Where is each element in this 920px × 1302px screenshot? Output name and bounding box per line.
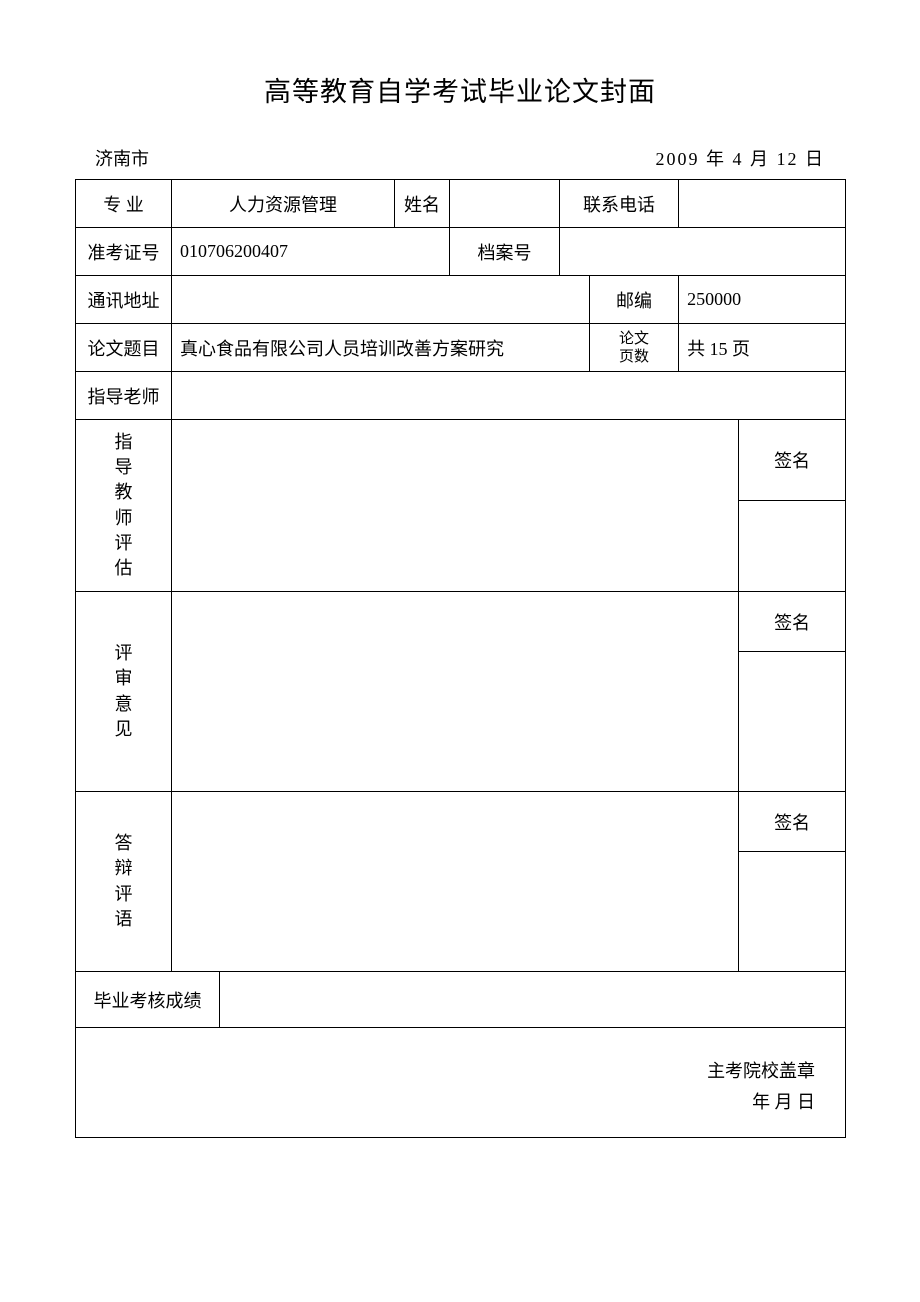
seal-text: 主考院校盖章 xyxy=(76,1056,815,1087)
signature-defense-box xyxy=(739,852,846,972)
value-address xyxy=(172,276,590,324)
date-month: 4 xyxy=(733,149,744,169)
label-exam-id: 准考证号 xyxy=(76,228,172,276)
label-address: 通讯地址 xyxy=(76,276,172,324)
label-file-no: 档案号 xyxy=(450,228,560,276)
value-advisor xyxy=(172,372,846,420)
label-advisor: 指导老师 xyxy=(76,372,172,420)
header-row: 济南市 2009 年 4 月 12 日 xyxy=(95,145,825,171)
value-advisor-eval xyxy=(172,420,739,592)
date-block: 2009 年 4 月 12 日 xyxy=(656,145,826,171)
signature-advisor-label: 签名 xyxy=(739,420,846,501)
value-pages: 共 15 页 xyxy=(679,324,846,372)
label-defense: 答辩评语 xyxy=(76,792,172,972)
form-table: 专 业 人力资源管理 姓名 联系电话 准考证号 010706200407 档案号… xyxy=(75,179,846,1138)
label-phone: 联系电话 xyxy=(560,180,679,228)
value-phone xyxy=(679,180,846,228)
label-advisor-eval: 指导教师评估 xyxy=(76,420,172,592)
label-final-score: 毕业考核成绩 xyxy=(76,972,220,1028)
label-pages: 论文页数 xyxy=(590,324,679,372)
signature-defense-label: 签名 xyxy=(739,792,846,852)
date-day: 12 xyxy=(777,149,799,169)
signature-advisor-box xyxy=(739,501,846,592)
year-char: 年 xyxy=(706,149,726,169)
seal-date: 年 月 日 xyxy=(76,1087,815,1118)
seal-cell: 主考院校盖章 年 月 日 xyxy=(76,1028,846,1138)
label-postcode: 邮编 xyxy=(590,276,679,324)
city-value: 济南市 xyxy=(95,149,149,169)
label-thesis-title: 论文题目 xyxy=(76,324,172,372)
value-major: 人力资源管理 xyxy=(172,180,395,228)
label-major: 专 业 xyxy=(76,180,172,228)
value-final-score xyxy=(220,972,846,1028)
value-file-no xyxy=(560,228,846,276)
day-char: 日 xyxy=(805,149,825,169)
label-review: 评审意见 xyxy=(76,592,172,792)
value-postcode: 250000 xyxy=(679,276,846,324)
page-title: 高等教育自学考试毕业论文封面 xyxy=(75,70,845,109)
label-name: 姓名 xyxy=(395,180,450,228)
value-exam-id: 010706200407 xyxy=(172,228,450,276)
signature-review-box xyxy=(739,652,846,792)
value-name xyxy=(450,180,560,228)
signature-review-label: 签名 xyxy=(739,592,846,652)
value-thesis-title: 真心食品有限公司人员培训改善方案研究 xyxy=(172,324,590,372)
date-year: 2009 xyxy=(656,149,700,169)
value-review xyxy=(172,592,739,792)
value-defense xyxy=(172,792,739,972)
city-block: 济南市 xyxy=(95,145,149,171)
month-char: 月 xyxy=(750,149,770,169)
